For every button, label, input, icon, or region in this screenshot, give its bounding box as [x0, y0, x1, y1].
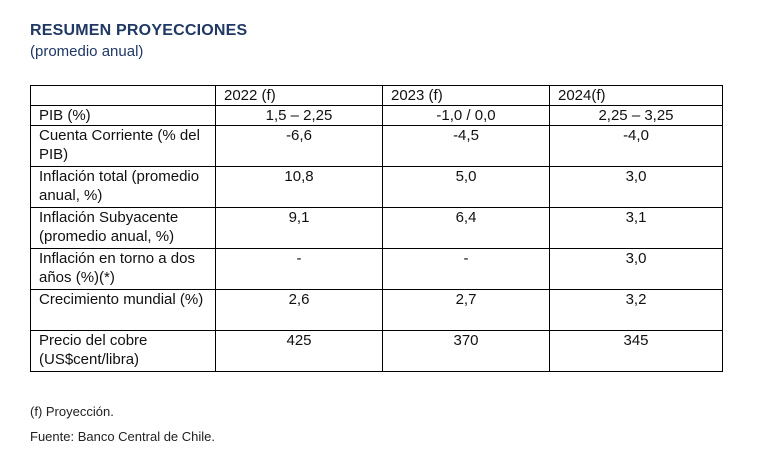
table-cell: 5,0 — [382, 166, 550, 208]
table-cell: 370 — [382, 330, 550, 372]
row-label: PIB (%) — [30, 105, 216, 126]
table-cell: 2,7 — [382, 289, 550, 331]
table-cell: 1,5 – 2,25 — [215, 105, 383, 126]
table-row: PIB (%) 1,5 – 2,25 -1,0 / 0,0 2,25 – 3,2… — [30, 105, 723, 126]
table-cell: -4,0 — [549, 125, 723, 167]
table-row: Inflación Subyacente (promedio anual, %)… — [30, 207, 723, 249]
row-label: Inflación en torno a dos años (%)(*) — [30, 248, 216, 290]
table-cell: 3,0 — [549, 166, 723, 208]
table-row: Precio del cobre (US$cent/libra) 425 370… — [30, 330, 723, 372]
table-cell: 10,8 — [215, 166, 383, 208]
table-cell: 3,0 — [549, 248, 723, 290]
table-cell: 3,2 — [549, 289, 723, 331]
table-cell: 6,4 — [382, 207, 550, 249]
table-row: Inflación total (promedio anual, %) 10,8… — [30, 166, 723, 208]
table-cell: 3,1 — [549, 207, 723, 249]
table-row: Cuenta Corriente (% del PIB) -6,6 -4,5 -… — [30, 125, 723, 167]
page-title: RESUMEN PROYECCIONES — [30, 22, 248, 39]
projections-table: 2022 (f) 2023 (f) 2024(f) PIB (%) 1,5 – … — [30, 85, 723, 372]
table-cell: 2,25 – 3,25 — [549, 105, 723, 126]
table-cell: -1,0 / 0,0 — [382, 105, 550, 126]
column-header-2023: 2023 (f) — [382, 85, 550, 106]
table-cell: 425 — [215, 330, 383, 372]
column-header-2024: 2024(f) — [549, 85, 723, 106]
source-footnote: Fuente: Banco Central de Chile. — [30, 429, 215, 444]
table-row: Inflación en torno a dos años (%)(*) - -… — [30, 248, 723, 290]
table-cell: - — [215, 248, 383, 290]
column-header-2022: 2022 (f) — [215, 85, 383, 106]
table-cell: 9,1 — [215, 207, 383, 249]
table-header-row: 2022 (f) 2023 (f) 2024(f) — [30, 85, 723, 106]
table-cell: -6,6 — [215, 125, 383, 167]
row-label: Inflación total (promedio anual, %) — [30, 166, 216, 208]
table-cell: - — [382, 248, 550, 290]
table-cell: 2,6 — [215, 289, 383, 331]
table-cell: 345 — [549, 330, 723, 372]
table-cell: -4,5 — [382, 125, 550, 167]
projection-footnote: (f) Proyección. — [30, 404, 114, 419]
table-row: Crecimiento mundial (%) 2,6 2,7 3,2 — [30, 289, 723, 331]
row-label: Cuenta Corriente (% del PIB) — [30, 125, 216, 167]
row-label: Crecimiento mundial (%) — [30, 289, 216, 331]
column-header-blank — [30, 85, 216, 106]
page-subtitle: (promedio anual) — [30, 43, 144, 60]
row-label: Inflación Subyacente (promedio anual, %) — [30, 207, 216, 249]
row-label: Precio del cobre (US$cent/libra) — [30, 330, 216, 372]
